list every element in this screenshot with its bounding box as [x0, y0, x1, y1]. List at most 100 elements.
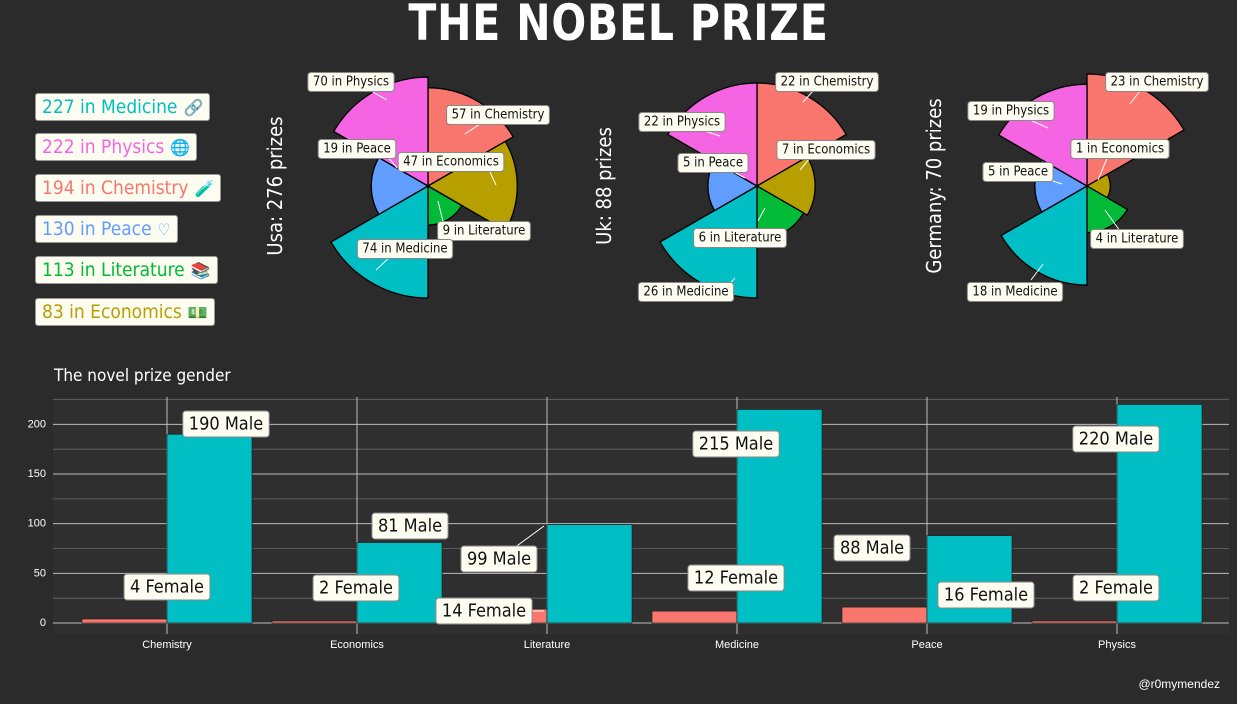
label-text: 23 in Chemistry [1111, 75, 1204, 90]
y-tick-label: 50 [34, 567, 46, 579]
label-box [776, 140, 876, 160]
country-pies: 57 in Chemistry 47 in Economics 9 in Liter… [263, 72, 1209, 302]
label-box [182, 410, 270, 438]
male-bar-label: 220 Male [1072, 425, 1160, 453]
country-pie: 22 in Chemistry 7 in Economics 6 in Litera… [592, 72, 879, 302]
legend-item-label: 194 in Chemistry [42, 177, 189, 199]
label-text: 12 Female [694, 568, 778, 589]
label-box [312, 574, 400, 602]
label-text: 5 in Peace [988, 165, 1048, 180]
label-text: 70 in Physics [313, 75, 389, 90]
label-text: 2 Female [1079, 578, 1153, 599]
label-text: 215 Male [699, 434, 773, 455]
label-box [123, 573, 211, 601]
label-box [692, 430, 780, 458]
y-tick-label: 100 [28, 518, 46, 530]
label-box [637, 282, 735, 302]
label-box [307, 72, 395, 92]
female-bar-label: 12 Female [687, 564, 785, 592]
slice-label: 6 in Literature [693, 228, 787, 248]
x-tick-label: Physics [1098, 639, 1136, 651]
slice-label: 7 in Economics [776, 140, 876, 160]
slice-label: 74 in Medicine [356, 239, 454, 259]
slice-label: 19 in Physics [967, 101, 1055, 121]
label-text: 19 in Physics [973, 104, 1049, 119]
leader-line [513, 525, 545, 549]
slice-label: 70 in Physics [307, 72, 395, 92]
label-box [638, 112, 726, 132]
label-text: 22 in Physics [644, 115, 720, 130]
y-tick-label: 0 [40, 617, 46, 629]
label-box [677, 153, 749, 173]
label-text: 88 Male [840, 538, 904, 559]
label-text: 74 in Medicine [362, 242, 447, 257]
label-box [371, 512, 449, 540]
legend-item: 113 in Literature 📚 [35, 256, 218, 284]
leader-line [757, 207, 766, 222]
male-bar-label: 88 Male [833, 534, 911, 562]
slice-label: 19 in Peace [317, 139, 397, 159]
country-pie: 23 in Chemistry 1 in Economics 4 in Litera… [922, 72, 1209, 302]
leader-line [1029, 119, 1049, 129]
legend-item-label: 227 in Medicine [42, 96, 178, 118]
slice-label: 22 in Physics [638, 112, 726, 132]
slice-label: 9 in Literature [437, 221, 531, 241]
label-box [1105, 72, 1209, 92]
leader-line [1129, 90, 1141, 105]
female-bar [81, 618, 168, 624]
label-text: 26 in Medicine [643, 285, 728, 300]
label-text: 47 in Economics [403, 155, 499, 170]
x-tick-label: Economics [330, 639, 384, 651]
legend-item: 83 in Economics 💵 [35, 298, 215, 326]
label-box [967, 101, 1055, 121]
label-box [1070, 139, 1170, 159]
legend-item-label: 83 in Economics [42, 301, 182, 323]
label-text: 9 in Literature [443, 224, 526, 239]
leader-line [489, 171, 497, 186]
pie-slice-chemistry [756, 82, 848, 188]
legend-item-label: 222 in Physics [42, 136, 165, 158]
label-box [1072, 574, 1160, 602]
flask-icon: 🧪 [194, 179, 215, 198]
male-bar-label: 81 Male [371, 512, 449, 540]
male-bar [926, 535, 1013, 624]
legend-item-label: 130 in Peace [42, 218, 152, 240]
slice-label: 47 in Economics [397, 152, 505, 172]
label-box [982, 162, 1054, 182]
label-box [356, 239, 454, 259]
country-label: Uk: 88 prizes [592, 127, 616, 245]
label-box [435, 597, 533, 625]
label-text: 220 Male [1079, 429, 1153, 450]
label-box [397, 152, 505, 172]
y-tick-label: 200 [28, 418, 46, 430]
label-text: 5 in Peace [683, 156, 743, 171]
heart-icon: ♡ [157, 220, 171, 239]
bar-chart-title: The novel prize gender [53, 366, 231, 386]
slice-label: 1 in Economics [1070, 139, 1170, 159]
label-box [937, 581, 1035, 609]
legend-item: 227 in Medicine 🔗 [35, 93, 211, 121]
label-box [687, 564, 785, 592]
leader-line [1097, 155, 1109, 181]
male-bar-label: 99 Male [460, 545, 538, 573]
label-text: 22 in Chemistry [781, 75, 874, 90]
label-text: 2 Female [319, 578, 393, 599]
label-text: 57 in Chemistry [452, 108, 545, 123]
leader-line [464, 123, 481, 135]
label-text: 6 in Literature [699, 231, 782, 246]
female-bar-label: 14 Female [435, 597, 533, 625]
x-tick-label: Medicine [715, 639, 759, 651]
page-title: THE NOBEL PRIZE [408, 0, 829, 52]
label-text: 14 Female [442, 601, 526, 622]
label-text: 18 in Medicine [972, 285, 1057, 300]
legend-item: 222 in Physics 🌐 [35, 133, 198, 161]
label-text: 7 in Economics [782, 143, 870, 158]
male-bar-label: 215 Male [692, 430, 780, 458]
label-box [1090, 229, 1184, 249]
label-box [693, 228, 787, 248]
country-label: Germany: 70 prizes [922, 98, 946, 273]
country-label: Usa: 276 prizes [263, 116, 287, 255]
pie-slice-peace [370, 156, 430, 216]
gender-bar-chart: 0 50 100 150 200 Chemistry Economics Literature… [28, 366, 1229, 651]
